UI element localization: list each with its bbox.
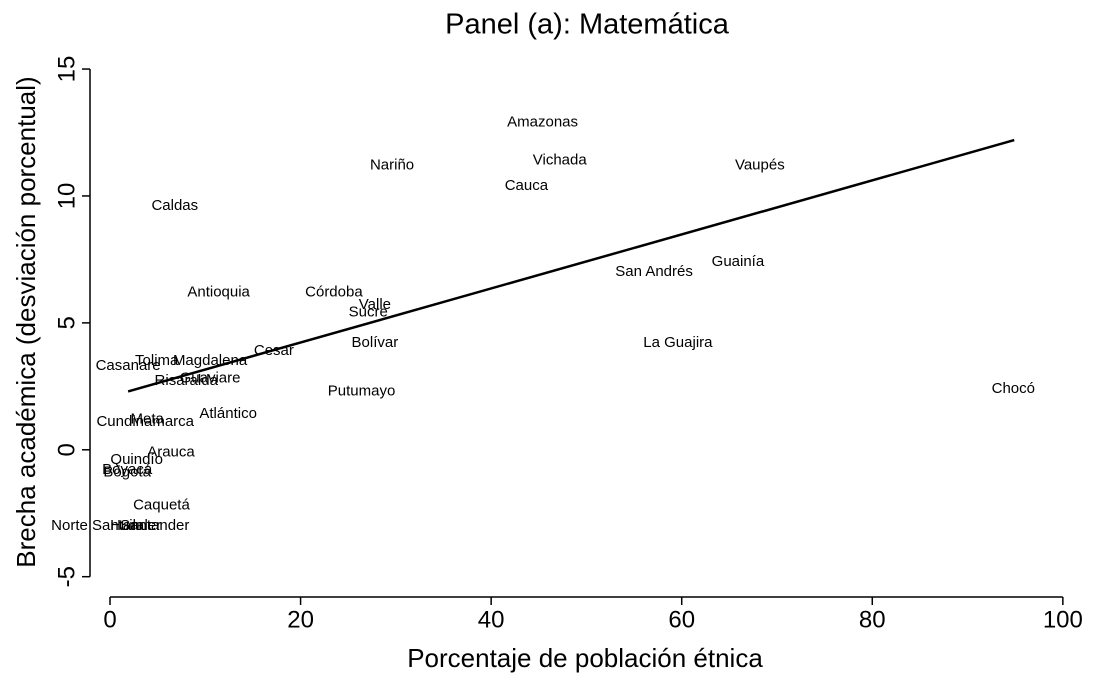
point-label: Guainía xyxy=(712,253,765,270)
point-label: Valle xyxy=(359,296,391,313)
point-label: Vichada xyxy=(533,151,588,168)
point-label: Cauca xyxy=(505,177,549,194)
point-label: Guaviare xyxy=(180,370,241,387)
point-label: San Andrés xyxy=(615,263,693,280)
point-label: Bogotá xyxy=(103,464,151,481)
x-tick-label: 20 xyxy=(287,606,314,633)
point-label: Bolívar xyxy=(352,334,399,351)
point-label: Meta xyxy=(130,410,164,427)
point-label: Sucre xyxy=(349,304,388,321)
point-label: Antioquia xyxy=(187,283,250,300)
point-label: Santander xyxy=(120,517,189,534)
point-label: Tolima xyxy=(135,352,179,369)
x-tick-label: 40 xyxy=(478,606,505,633)
point-label: Risaralda xyxy=(155,372,219,389)
point-label: Córdoba xyxy=(305,283,363,300)
point-label: Casanare xyxy=(96,357,161,374)
point-label: Nariño xyxy=(370,156,414,173)
fit-line xyxy=(127,138,1015,393)
point-label: Boyacá xyxy=(102,461,153,478)
point-label: La Guajira xyxy=(643,334,713,351)
point-label: Atlántico xyxy=(199,405,257,422)
point-label: Putumayo xyxy=(328,382,396,399)
y-tick-label: 15 xyxy=(53,56,80,83)
y-tick-label: -5 xyxy=(53,566,80,587)
point-label: Huila xyxy=(110,517,145,534)
point-label: Magdalena xyxy=(173,352,248,369)
x-tick-label: 100 xyxy=(1043,606,1083,633)
point-label: Chocó xyxy=(992,380,1035,397)
x-axis-label: Porcentaje de población étnica xyxy=(407,643,763,673)
point-label: Norte Santander xyxy=(51,517,161,534)
point-label: Caldas xyxy=(151,197,198,214)
point-label: Quindío xyxy=(110,451,163,468)
y-axis-label: Brecha académica (desviación porcentual) xyxy=(11,76,41,567)
x-tick-label: 60 xyxy=(668,606,695,633)
chart-title: Panel (a): Matemática xyxy=(445,9,730,41)
y-tick-label: 5 xyxy=(53,316,80,329)
point-label: Amazonas xyxy=(507,113,578,130)
point-label: Caquetá xyxy=(133,497,190,514)
point-label: Vaupés xyxy=(735,156,785,173)
x-tick-label: 0 xyxy=(103,606,116,633)
point-label: Cesar xyxy=(254,342,294,359)
y-tick-label: 10 xyxy=(53,183,80,210)
y-tick-label: 0 xyxy=(53,443,80,456)
x-tick-label: 80 xyxy=(859,606,886,633)
point-label: Cundinamarca xyxy=(96,413,194,430)
point-label: Arauca xyxy=(147,443,195,460)
